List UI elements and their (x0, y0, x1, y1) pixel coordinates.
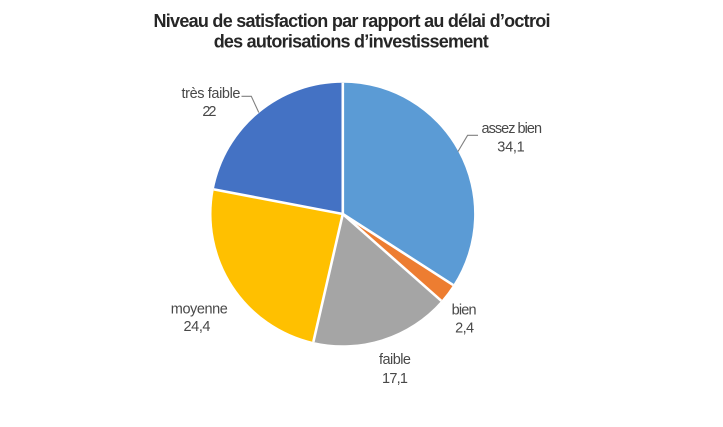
svg-text:bien: bien (452, 303, 477, 319)
svg-text:34,1: 34,1 (497, 140, 525, 156)
svg-text:des autorisations d’investisse: des autorisations d’investissement (214, 32, 489, 52)
svg-text:très faible: très faible (182, 86, 241, 102)
svg-text:24,4: 24,4 (184, 319, 211, 335)
svg-text:Niveau de satisfaction par rap: Niveau de satisfaction par rapport au dé… (154, 11, 551, 31)
svg-text:faible: faible (379, 352, 411, 368)
svg-text:17,1: 17,1 (382, 371, 408, 387)
svg-text:moyenne: moyenne (171, 302, 228, 318)
svg-text:assez bien: assez bien (482, 121, 543, 137)
svg-text:22: 22 (202, 104, 216, 120)
svg-text:2,4: 2,4 (455, 321, 474, 337)
